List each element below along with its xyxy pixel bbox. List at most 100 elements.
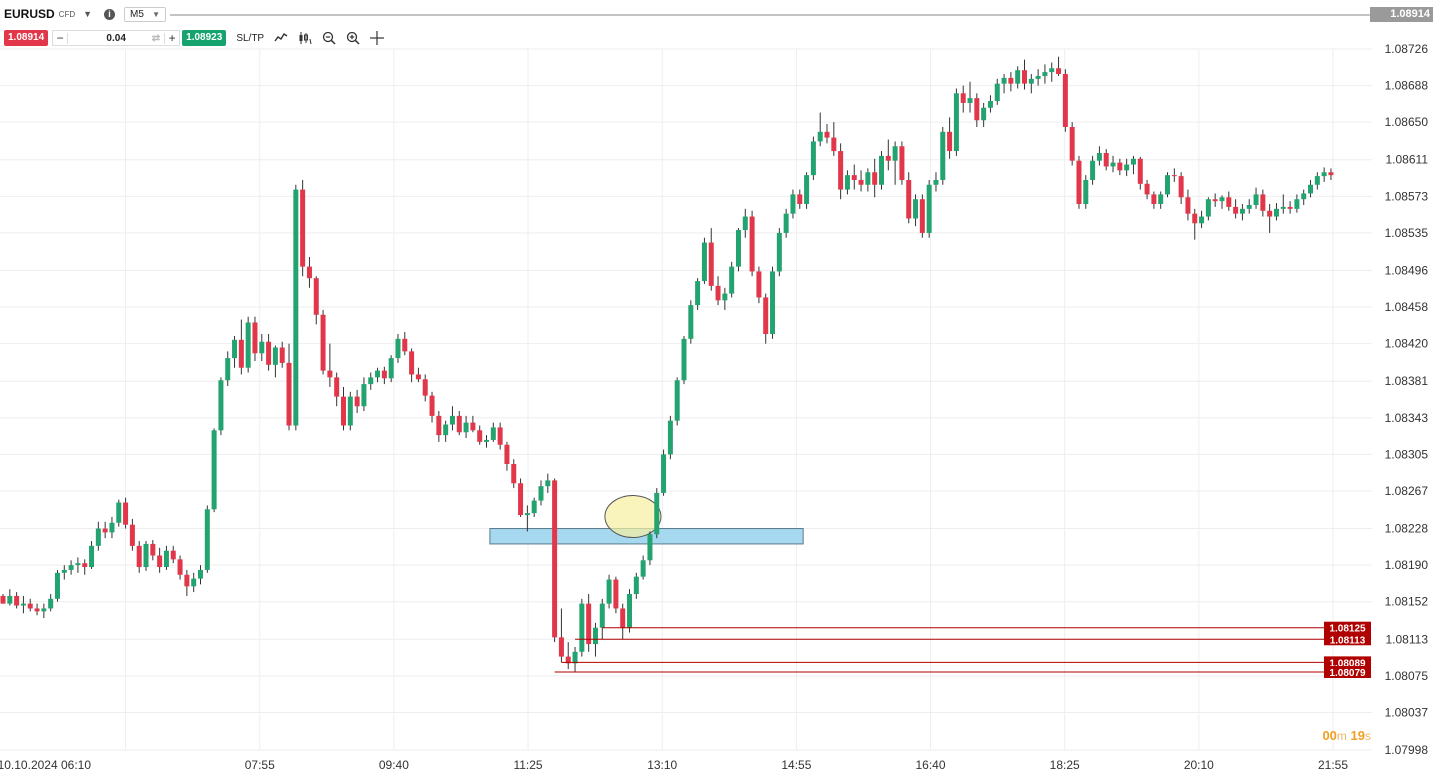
candle-body: [354, 396, 360, 407]
zoom-out-icon[interactable]: [322, 31, 336, 45]
quantity-field[interactable]: 0.04 ⇄: [67, 32, 166, 44]
y-tick-label: 1.08420: [1385, 337, 1429, 351]
candle-body: [763, 297, 769, 335]
candle-body: [1144, 183, 1150, 195]
candle-body: [987, 100, 993, 108]
breakout-ellipse[interactable]: [604, 495, 662, 539]
candle-body: [279, 347, 285, 363]
quantity-stepper[interactable]: − 0.04 ⇄ +: [52, 30, 181, 46]
candle-body: [327, 370, 333, 378]
candle-body: [1096, 152, 1102, 161]
candle-body: [347, 396, 353, 426]
line-chart-icon[interactable]: [274, 31, 288, 45]
candle-body: [1035, 75, 1041, 79]
candle-body: [1090, 160, 1096, 180]
candle-body: [1328, 172, 1334, 176]
timeframe-select[interactable]: M5 ▼: [124, 6, 167, 22]
candle-body: [715, 285, 721, 301]
candle-body: [994, 83, 1000, 101]
candle-body: [926, 184, 932, 233]
zoom-in-icon[interactable]: [346, 31, 360, 45]
price-level-tag[interactable]: [1324, 656, 1371, 669]
candle-body: [170, 550, 176, 560]
candle-body: [0, 595, 6, 604]
candle-body: [266, 341, 272, 365]
candle-body: [1314, 176, 1320, 185]
candle-body: [422, 379, 428, 396]
candle-body: [449, 415, 455, 425]
candle-body: [123, 502, 129, 525]
info-icon[interactable]: i: [104, 8, 116, 20]
candle-body: [1212, 199, 1218, 202]
candle-body: [61, 569, 67, 573]
candle-body: [20, 603, 26, 606]
annotation-layer: [489, 495, 804, 545]
candle-body: [388, 358, 394, 379]
candle-body: [572, 651, 578, 664]
x-tick-label: 07:55: [245, 758, 275, 772]
price-level-tag[interactable]: [1324, 621, 1371, 634]
candle-body: [232, 339, 238, 359]
symbol-name[interactable]: EURUSD: [4, 7, 55, 21]
candle-body: [906, 179, 912, 219]
y-tick-label: 1.08267: [1385, 484, 1429, 498]
candle-body: [797, 194, 803, 205]
candle-body: [633, 576, 639, 595]
x-tick-label: 10.10.2024 06:10: [0, 758, 91, 772]
y-tick-label: 1.08726: [1385, 42, 1429, 56]
candle-body: [1022, 70, 1027, 84]
candle-body: [54, 572, 60, 599]
chart-grid: [0, 48, 1372, 751]
y-tick-label: 1.08343: [1385, 411, 1429, 425]
increase-button[interactable]: +: [168, 31, 176, 45]
x-tick-label: 11:25: [513, 758, 542, 772]
price-axis[interactable]: 1.08726 1.08688 1.08650 1.08611 1.08573 1.085…: [1385, 42, 1429, 757]
price-level-label: 1.08113: [1330, 635, 1366, 646]
candle-body: [1294, 199, 1300, 209]
candle-body: [756, 271, 762, 298]
candle-body: [75, 563, 81, 566]
candle-body: [565, 656, 571, 664]
candle-body: [456, 415, 462, 433]
candle-body: [599, 603, 605, 628]
crosshair-icon[interactable]: [370, 31, 385, 45]
candle-body: [872, 172, 878, 185]
candle-body: [620, 608, 626, 628]
candle-body: [558, 637, 564, 657]
candle-body: [1062, 74, 1068, 127]
candle-body: [518, 483, 524, 516]
candle-body: [361, 384, 367, 407]
candle-body: [627, 594, 633, 628]
price-level-label: 1.08079: [1329, 668, 1366, 679]
candle-body: [1246, 204, 1252, 209]
candle-body: [688, 305, 694, 339]
candle-body: [647, 534, 653, 561]
candle-body: [824, 131, 830, 138]
candlestick-icon[interactable]: [298, 31, 312, 45]
candle-body: [436, 415, 442, 436]
candle-body: [395, 338, 401, 359]
y-tick-label: 1.08688: [1385, 79, 1429, 93]
price-level-tag[interactable]: [1324, 633, 1371, 646]
candle-body: [1151, 194, 1157, 205]
timeframe-value: M5: [130, 8, 144, 20]
candle-body: [150, 543, 156, 556]
swap-icon[interactable]: ⇄: [151, 32, 161, 44]
decrease-button[interactable]: −: [56, 31, 64, 45]
buy-button[interactable]: 1.08923: [182, 30, 227, 46]
candle-body: [1110, 162, 1116, 167]
candle-body: [497, 427, 503, 445]
time-axis[interactable]: 10.10.2024 06:10 07:55 09:40 11:25 13:10 14:5…: [0, 758, 1433, 772]
symbol-dropdown-icon[interactable]: ▼: [83, 9, 93, 19]
candle-body: [844, 175, 850, 190]
price-level-tag[interactable]: [1324, 666, 1371, 679]
candle-body: [191, 578, 197, 587]
candle-body: [1008, 77, 1014, 84]
candle-body: [851, 175, 857, 180]
candle-body: [776, 232, 782, 272]
candle-body: [735, 230, 741, 267]
sell-button[interactable]: 1.08914: [4, 30, 49, 46]
sltp-button[interactable]: SL/TP: [236, 32, 265, 44]
